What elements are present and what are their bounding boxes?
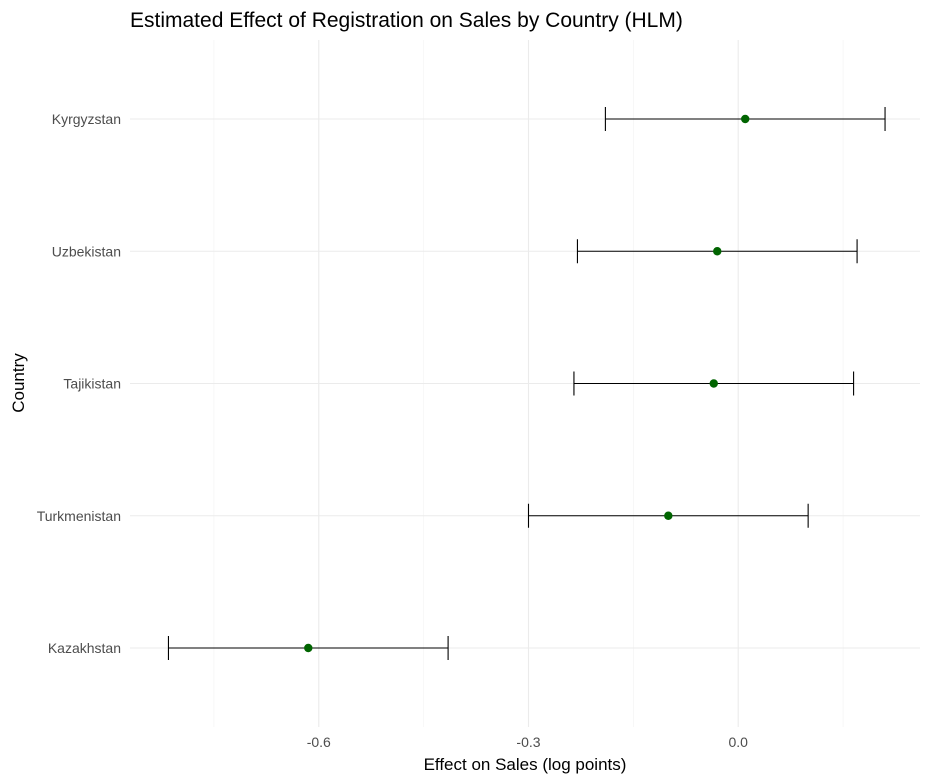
chart-title: Estimated Effect of Registration on Sale… xyxy=(130,9,683,32)
data-point xyxy=(741,114,750,124)
x-tick-label: -0.3 xyxy=(516,734,540,750)
x-tick-label: 0.0 xyxy=(728,734,748,750)
data-point xyxy=(664,511,673,520)
x-axis-title: Effect on Sales (log points) xyxy=(424,755,627,774)
data-point xyxy=(304,643,313,653)
y-tick-label: Turkmenistan xyxy=(37,508,121,524)
x-axis-ticks: -0.6 -0.3 0.0 xyxy=(307,734,748,750)
y-axis-ticks: Kyrgyzstan Uzbekistan Tajikistan Turkmenist… xyxy=(37,111,121,656)
data-point xyxy=(713,247,722,256)
y-tick-label: Kazakhstan xyxy=(48,640,121,656)
y-axis-title: Country xyxy=(9,353,28,413)
x-tick-label: -0.6 xyxy=(307,734,331,750)
points xyxy=(304,114,750,653)
y-tick-label: Kyrgyzstan xyxy=(52,111,121,127)
data-point xyxy=(709,379,718,388)
y-tick-label: Tajikistan xyxy=(63,376,121,392)
y-tick-label: Uzbekistan xyxy=(52,243,121,259)
